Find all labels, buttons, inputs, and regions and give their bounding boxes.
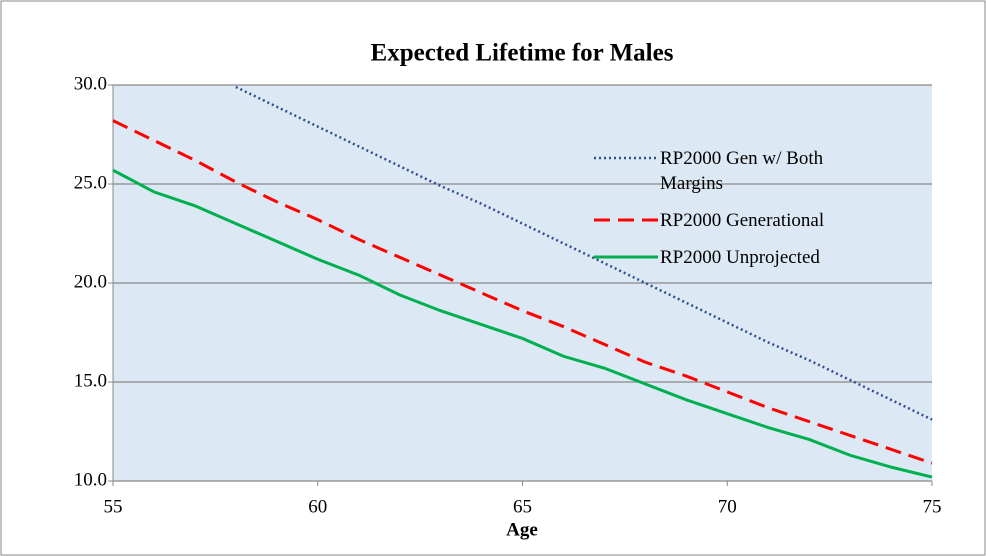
series-line <box>235 85 933 421</box>
x-axis-label: Age <box>506 519 538 540</box>
legend-label: RP2000 Unprojected <box>660 247 820 268</box>
legend-swatch <box>594 255 658 259</box>
x-tick-label: 75 <box>923 496 942 517</box>
legend-entry: RP2000 Gen w/ Both Margins <box>592 146 892 196</box>
y-tick-label: 15.0 <box>74 370 107 391</box>
legend-label: RP2000 Generational <box>660 210 825 231</box>
legend-entry: RP2000 Unprojected <box>592 245 892 270</box>
y-tick-label: 10.0 <box>74 469 107 490</box>
y-tick-label: 25.0 <box>74 172 107 193</box>
legend-label: RP2000 Gen w/ Both Margins <box>660 148 824 194</box>
chart-title: Expected Lifetime for Males <box>371 40 674 67</box>
y-tick-label: 20.0 <box>74 271 107 292</box>
legend-swatch <box>594 156 658 160</box>
series-line <box>112 119 933 465</box>
x-tick-label: 65 <box>513 496 532 517</box>
legend-swatch <box>594 218 658 222</box>
x-tick-label: 70 <box>718 496 737 517</box>
legend: RP2000 Gen w/ Both Margins RP2000 Generat… <box>592 146 892 282</box>
y-tick-label: 30.0 <box>74 73 107 94</box>
legend-entry: RP2000 Generational <box>592 208 892 233</box>
x-tick-label: 60 <box>308 496 327 517</box>
series-line <box>112 168 933 479</box>
x-tick-label: 55 <box>104 496 123 517</box>
